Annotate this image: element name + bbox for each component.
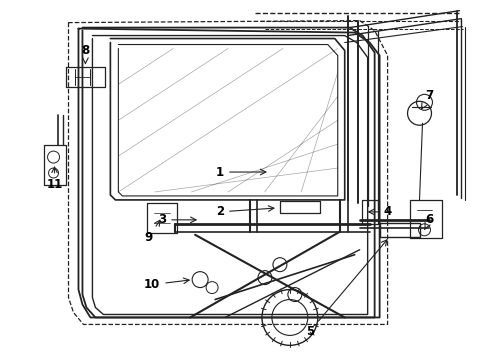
Text: 6: 6 (425, 213, 434, 229)
Text: 10: 10 (144, 278, 189, 291)
Text: 9: 9 (144, 220, 160, 244)
Text: 3: 3 (158, 213, 196, 226)
Text: 5: 5 (306, 240, 387, 338)
Text: 7: 7 (421, 89, 434, 109)
Text: 2: 2 (216, 205, 274, 219)
Text: 8: 8 (81, 44, 90, 63)
Text: 1: 1 (216, 166, 266, 179)
Text: 4: 4 (368, 205, 392, 219)
Text: 11: 11 (47, 167, 63, 192)
